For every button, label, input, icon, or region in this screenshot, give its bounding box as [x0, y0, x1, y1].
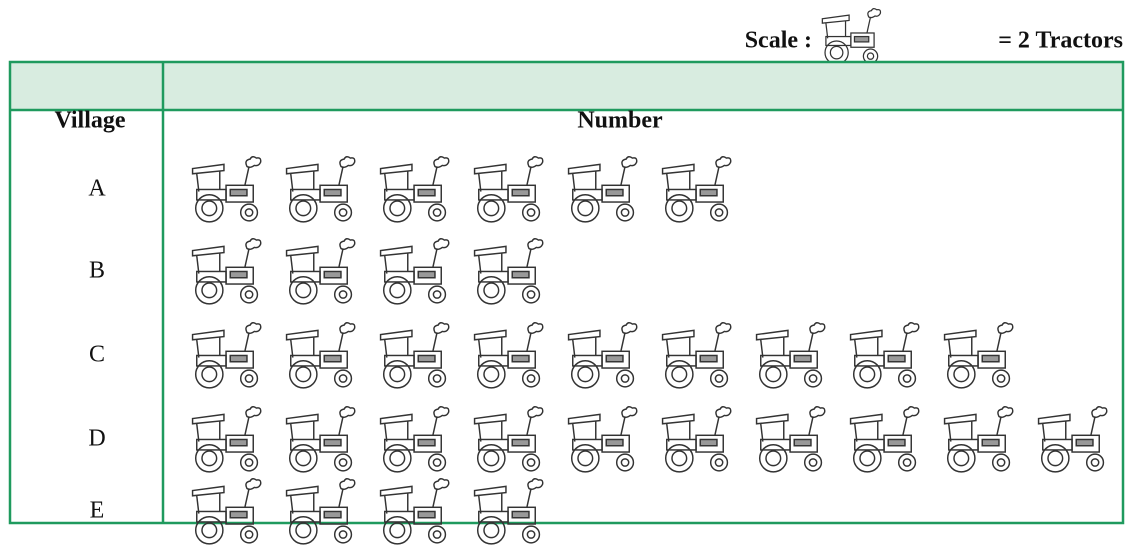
tractor-icon [473, 238, 544, 305]
category-label: A [88, 176, 106, 202]
tractor-icon [191, 406, 262, 473]
table-frame [8, 60, 1125, 525]
tractor-icon [285, 156, 356, 223]
category-label: D [88, 426, 105, 452]
column-header: Number [577, 108, 663, 134]
tractor-icon [661, 322, 732, 389]
category-label: E [90, 498, 105, 524]
tractor-icon [473, 478, 544, 545]
tractor-icon [379, 478, 450, 545]
tractor-icon [661, 156, 732, 223]
scale-icon [821, 8, 882, 65]
column-header: Village [54, 108, 125, 134]
tractor-icon [567, 156, 638, 223]
tractor-icon [567, 322, 638, 389]
tractor-icon [943, 322, 1014, 389]
tractor-icon [285, 406, 356, 473]
icon-row [191, 238, 544, 305]
tractor-icon [285, 238, 356, 305]
tractor-icon [285, 478, 356, 545]
category-label: C [89, 342, 105, 368]
icon-row [191, 322, 1014, 389]
tractor-icon [943, 406, 1014, 473]
tractor-icon [1037, 406, 1108, 473]
scale-suffix: = 2 Tractors [998, 28, 1123, 54]
tractor-icon [755, 406, 826, 473]
tractor-icon [755, 322, 826, 389]
tractor-icon [473, 156, 544, 223]
category-label: B [89, 258, 105, 284]
icon-row [191, 406, 1108, 473]
tractor-icon [849, 406, 920, 473]
tractor-icon [191, 478, 262, 545]
tractor-icon [191, 156, 262, 223]
tractor-icon [379, 156, 450, 223]
tractor-icon [379, 406, 450, 473]
tractor-icon [379, 238, 450, 305]
tractor-icon [379, 322, 450, 389]
icon-row [191, 478, 544, 545]
tractor-icon [285, 322, 356, 389]
tractor-icon [849, 322, 920, 389]
tractor-icon [661, 406, 732, 473]
scale-prefix: Scale : [745, 28, 812, 54]
tractor-icon [191, 322, 262, 389]
tractor-icon [473, 406, 544, 473]
icon-row [191, 156, 732, 223]
header-band [10, 62, 1123, 110]
tractor-icon [191, 238, 262, 305]
tractor-icon [567, 406, 638, 473]
tractor-icon [473, 322, 544, 389]
